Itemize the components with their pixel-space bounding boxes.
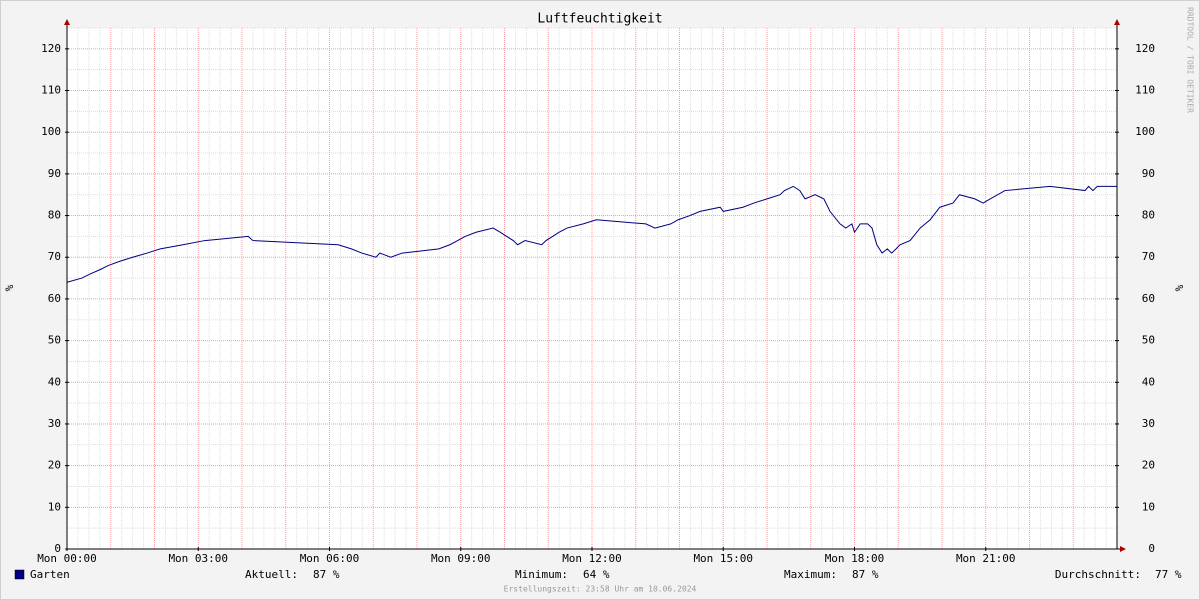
- stat-label: Aktuell:: [245, 568, 298, 581]
- x-tick-label: Mon 12:00: [562, 552, 622, 565]
- stat-value: 87 %: [313, 568, 340, 581]
- y2-tick-label: 40: [1142, 375, 1155, 388]
- y-tick-label: 100: [41, 125, 61, 138]
- y2-tick-label: 50: [1142, 334, 1155, 347]
- y-tick-label: 110: [41, 84, 61, 97]
- y-tick-label: 50: [48, 334, 61, 347]
- y-tick-label: 40: [48, 375, 61, 388]
- y-tick-label: 70: [48, 250, 61, 263]
- y2-tick-label: 60: [1142, 292, 1155, 305]
- x-tick-label: Mon 15:00: [693, 552, 753, 565]
- y2-tick-label: 100: [1135, 125, 1155, 138]
- y-tick-label: 60: [48, 292, 61, 305]
- footer: Erstellungszeit: 23:58 Uhr am 10.06.2024: [504, 585, 697, 594]
- y2-tick-label: 20: [1142, 459, 1155, 472]
- stat-label: Durchschnitt:: [1055, 568, 1141, 581]
- y2-tick-label: 10: [1142, 500, 1155, 513]
- data-line: [66, 185, 1117, 283]
- axis-arrow: [64, 19, 70, 25]
- watermark: RRDTOOL / TOBI OETIKER: [1186, 7, 1195, 113]
- stat-value: 77 %: [1155, 568, 1182, 581]
- marks: [66, 185, 1117, 283]
- x-tick-label: Mon 21:00: [956, 552, 1016, 565]
- y2-tick-label: 70: [1142, 250, 1155, 263]
- legend-swatch: [14, 569, 25, 580]
- grid: [66, 27, 1117, 550]
- y-tick-label: 0: [54, 542, 61, 555]
- x-tick-label: Mon 06:00: [300, 552, 360, 565]
- y2-tick-label: 0: [1148, 542, 1155, 555]
- y2-tick-label: 110: [1135, 84, 1155, 97]
- y-tick-label: 10: [48, 500, 61, 513]
- chart-title: Luftfeuchtigkeit: [537, 12, 662, 27]
- axis-arrow: [1114, 19, 1120, 25]
- x-tick-label: Mon 09:00: [431, 552, 491, 565]
- x-tick-label: Mon 18:00: [825, 552, 885, 565]
- y2-tick-label: 90: [1142, 167, 1155, 180]
- y2-tick-label: 120: [1135, 42, 1155, 55]
- stat-value: 87 %: [852, 568, 879, 581]
- y-tick-label: 30: [48, 417, 61, 430]
- y-tick-label: 90: [48, 167, 61, 180]
- x-tick-label: Mon 00:00: [37, 552, 97, 565]
- stat-label: Minimum:: [515, 568, 568, 581]
- stat-value: 64 %: [583, 568, 610, 581]
- x-tick-label: Mon 03:00: [168, 552, 228, 565]
- axis-arrow: [1120, 546, 1126, 552]
- legend-label: Garten: [30, 568, 70, 581]
- y-axis-label: %: [3, 284, 16, 291]
- y-tick-label: 120: [41, 42, 61, 55]
- stat-label: Maximum:: [784, 568, 837, 581]
- y2-tick-label: 80: [1142, 209, 1155, 222]
- y-tick-label: 20: [48, 459, 61, 472]
- y2-tick-label: 30: [1142, 417, 1155, 430]
- y2-axis-label: %: [1173, 284, 1186, 291]
- y-tick-label: 80: [48, 209, 61, 222]
